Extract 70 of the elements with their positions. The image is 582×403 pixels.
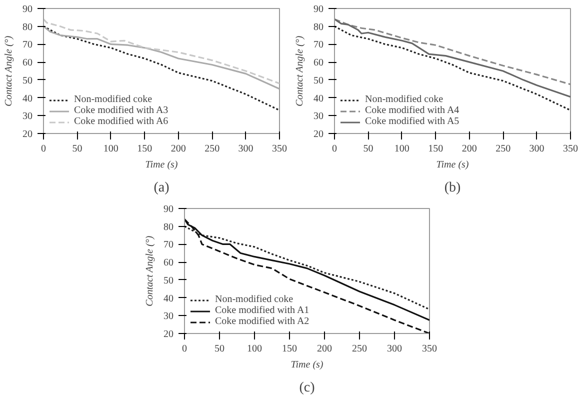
y-tick-label: 60 — [164, 258, 174, 269]
x-tick-label: 250 — [204, 144, 220, 154]
text: (b) — [444, 180, 461, 196]
x-axis-title: Time (s) — [436, 160, 470, 170]
line-series — [334, 18, 570, 86]
x-tick-label: 300 — [529, 144, 544, 154]
x-tick-label: 250 — [496, 144, 511, 154]
x-tick-label: 250 — [352, 344, 367, 354]
y-tick-label: 90 — [22, 4, 32, 15]
y-tick-label: 40 — [22, 93, 32, 104]
y-tick-label: 70 — [314, 40, 324, 51]
legend-label: Non-modified coke — [74, 94, 152, 105]
line-series — [44, 18, 280, 84]
x-tick-label: 200 — [317, 344, 332, 354]
y-tick-label: 20 — [164, 329, 174, 340]
text: (c) — [299, 380, 316, 396]
y-tick-label: 20 — [314, 129, 324, 140]
legend-label: Non-modified coke — [365, 94, 444, 105]
y-tick-label: 40 — [314, 93, 324, 104]
x-axis-title: Time (s) — [145, 160, 178, 170]
x-tick-label: 300 — [238, 144, 254, 154]
x-tick-label: 150 — [282, 344, 297, 354]
y-tick-label: 40 — [164, 293, 174, 304]
y-axis-title: Contact Angle (°) — [294, 35, 306, 106]
y-tick-label: 90 — [164, 204, 174, 215]
x-tick-label: 0 — [332, 144, 337, 154]
y-tick-label: 30 — [164, 311, 174, 322]
y-tick-label: 20 — [22, 129, 32, 140]
y-tick-label: 70 — [22, 40, 32, 51]
legend-label: Non-modified coke — [215, 294, 294, 305]
y-tick-label: 80 — [164, 222, 174, 233]
x-tick-label: 300 — [387, 344, 402, 354]
x-tick-label: 350 — [422, 344, 437, 354]
y-tick-label: 50 — [164, 275, 174, 286]
x-tick-label: 150 — [137, 144, 152, 154]
y-tick-label: 70 — [164, 240, 174, 251]
y-tick-label: 50 — [22, 75, 32, 86]
y-tick-label: 50 — [314, 75, 324, 86]
x-tick-label: 350 — [272, 144, 287, 154]
y-tick-label: 60 — [22, 58, 32, 69]
y-axis-title: Contact Angle (°) — [4, 35, 14, 106]
legend-label: Coke modified with A4 — [365, 105, 460, 116]
x-tick-label: 200 — [462, 144, 477, 154]
text: (a) — [154, 180, 170, 196]
legend-label: Coke modified with A3 — [74, 105, 168, 116]
y-tick-label: 80 — [22, 22, 32, 33]
x-tick-label: 50 — [214, 344, 224, 354]
legend-label: Coke modified with A5 — [365, 116, 460, 127]
y-tick-label: 30 — [22, 111, 32, 122]
x-tick-label: 50 — [72, 144, 82, 154]
y-tick-label: 90 — [314, 4, 324, 15]
y-tick-label: 80 — [314, 22, 324, 33]
x-tick-label: 50 — [363, 144, 374, 154]
x-tick-label: 0 — [41, 144, 46, 154]
x-tick-label: 100 — [247, 344, 262, 354]
x-tick-label: 200 — [170, 144, 186, 154]
legend-label: Coke modified with A6 — [74, 116, 168, 127]
y-tick-label: 30 — [314, 111, 324, 122]
x-tick-label: 100 — [394, 144, 410, 154]
x-tick-label: 0 — [182, 344, 187, 354]
y-axis-title: Contact Angle (°) — [144, 235, 156, 306]
line-series — [44, 26, 280, 90]
x-tick-label: 150 — [428, 144, 444, 154]
legend-label: Coke modified with A2 — [215, 316, 310, 327]
x-tick-label: 350 — [563, 144, 578, 154]
y-tick-label: 60 — [314, 58, 324, 69]
legend-label: Coke modified with A1 — [215, 305, 310, 316]
x-tick-label: 100 — [103, 144, 118, 154]
line-series — [334, 26, 570, 112]
x-axis-title: Time (s) — [290, 360, 324, 370]
